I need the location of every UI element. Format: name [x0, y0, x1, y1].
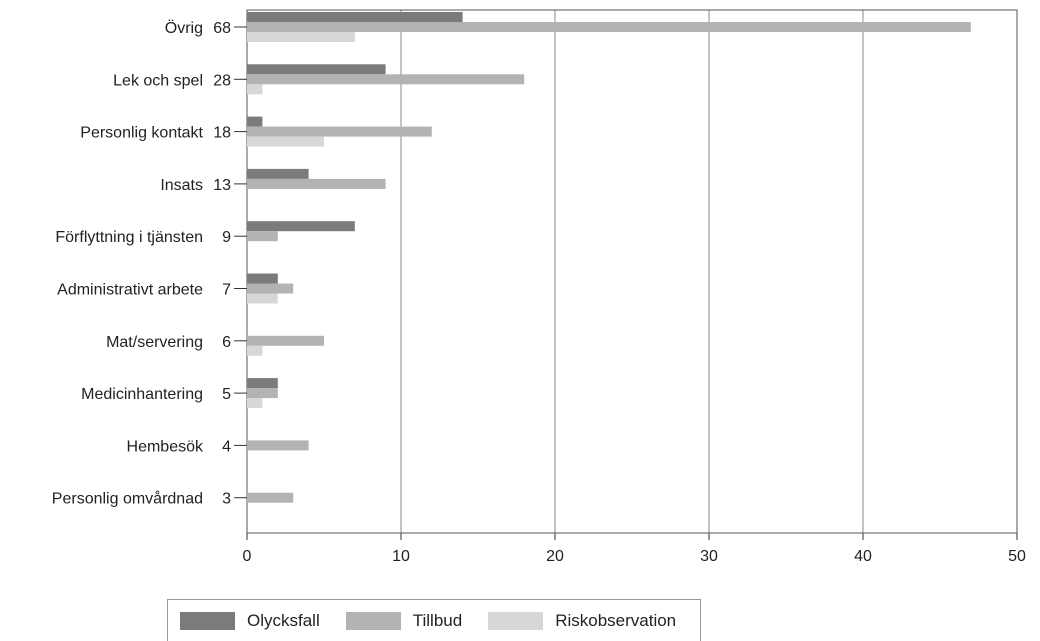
legend-item-olycksfall: Olycksfall [180, 611, 320, 631]
bar-chart: 0 10 20 30 40 50 68 Övrig 28 Lek och spel 18 Person… [52, 9, 1026, 565]
legend: Olycksfall Tillbud Riskobservation [167, 599, 701, 641]
legend-label-olycksfall: Olycksfall [247, 610, 320, 630]
bar-tillbud [247, 335, 324, 346]
bar-olycksfall [247, 12, 463, 22]
x-tick-label: 30 [700, 548, 718, 565]
bar-tillbud [247, 126, 432, 137]
x-tick-label: 10 [392, 548, 410, 565]
bar-olycksfall [247, 168, 309, 179]
bar-tillbud [247, 231, 278, 242]
category-label: Förflyttning i tjänsten [55, 229, 203, 246]
legend-swatch-olycksfall [180, 611, 235, 630]
category-label: Medicinhantering [81, 386, 203, 403]
category-label: Mat/servering [106, 334, 203, 351]
x-tick-label: 20 [546, 548, 564, 565]
legend-swatch-tillbud [345, 611, 401, 630]
x-tick-label: 0 [243, 548, 252, 565]
x-tick-label: 50 [1008, 548, 1026, 565]
category-total: 3 [222, 491, 231, 508]
category-total: 6 [222, 334, 231, 351]
bar-riskobservation [247, 345, 263, 356]
plot-frame [246, 9, 1018, 534]
category-total: 28 [213, 72, 231, 89]
bar-olycksfall [247, 116, 263, 127]
bar-riskobservation [247, 398, 263, 409]
bar-tillbud [247, 492, 294, 503]
category-total: 68 [213, 20, 231, 37]
category-label: Personlig kontakt [80, 125, 203, 142]
legend-item-tillbud: Tillbud [345, 610, 463, 631]
category-total: 18 [213, 125, 231, 142]
legend-label-tillbud: Tillbud [412, 610, 463, 630]
x-tick-label: 40 [854, 548, 872, 565]
bar-riskobservation [247, 293, 278, 304]
bar-tillbud [247, 440, 309, 451]
bar-olycksfall [247, 273, 278, 284]
legend-item-riskobservation: Riskobservation [488, 611, 676, 631]
bar-riskobservation [247, 32, 355, 42]
bar-olycksfall [247, 221, 355, 232]
category-label: Insats [160, 177, 203, 194]
category-label: Administrativt arbete [57, 282, 203, 299]
bar-tillbud [247, 388, 278, 399]
bar-tillbud [247, 74, 525, 85]
bar-olycksfall [247, 378, 278, 389]
category-label: Lek och spel [113, 72, 203, 89]
bar-riskobservation [247, 136, 324, 147]
category-label: Hembesök [127, 438, 204, 455]
legend-swatch-riskobservation [488, 611, 544, 630]
category-label: Övrig [165, 19, 203, 37]
legend-label-riskobservation: Riskobservation [555, 610, 677, 630]
category-label: Personlig omvårdnad [52, 490, 203, 508]
bar-riskobservation [247, 84, 263, 95]
category-total: 4 [222, 438, 231, 455]
category-total: 5 [222, 386, 231, 403]
category-total: 7 [222, 282, 231, 299]
category-total: 13 [213, 177, 231, 194]
bar-tillbud [247, 22, 971, 32]
category-total: 9 [222, 229, 231, 246]
bar-tillbud [247, 178, 386, 189]
bar-tillbud [247, 283, 294, 294]
bar-olycksfall [247, 64, 386, 75]
